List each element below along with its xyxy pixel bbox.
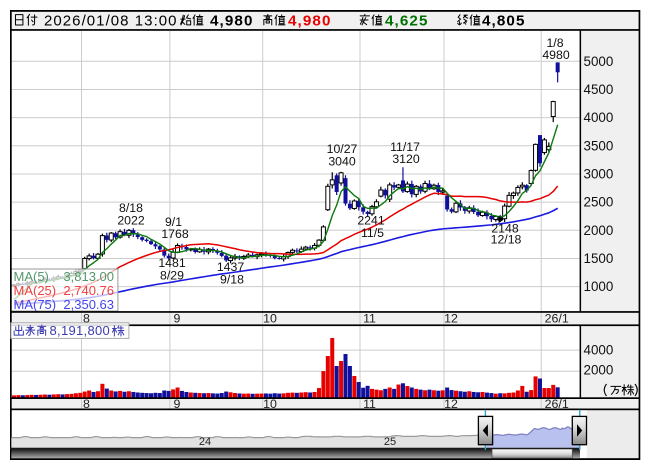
- svg-text:11/17: 11/17: [390, 140, 420, 154]
- svg-text:4,805: 4,805: [482, 12, 526, 29]
- svg-text:11/5: 11/5: [361, 226, 384, 240]
- svg-text:4,625: 4,625: [385, 12, 429, 29]
- svg-text:1481: 1481: [158, 256, 186, 270]
- svg-text:9/18: 9/18: [220, 273, 244, 287]
- svg-text:2,350.63: 2,350.63: [63, 297, 114, 312]
- svg-text:MA(75): MA(75): [14, 297, 57, 312]
- svg-text:4980: 4980: [542, 48, 570, 62]
- svg-text:4000: 4000: [584, 110, 614, 125]
- svg-text:4,980: 4,980: [288, 12, 332, 29]
- svg-text:2000: 2000: [584, 223, 614, 238]
- svg-text:8/29: 8/29: [160, 269, 184, 283]
- svg-text:1000: 1000: [584, 279, 614, 294]
- svg-text:10/27: 10/27: [327, 142, 358, 156]
- svg-text:26/1: 26/1: [545, 397, 569, 411]
- svg-text:8/18: 8/18: [119, 201, 143, 215]
- svg-text:2000: 2000: [584, 362, 614, 377]
- svg-text:1768: 1768: [161, 227, 189, 241]
- svg-text:1/8: 1/8: [546, 36, 563, 50]
- svg-text:2500: 2500: [584, 195, 614, 210]
- svg-text:4000: 4000: [584, 342, 614, 357]
- svg-text:9/1: 9/1: [165, 215, 182, 229]
- svg-text:5000: 5000: [584, 54, 614, 69]
- svg-text:12: 12: [444, 397, 458, 411]
- svg-text:12/18: 12/18: [491, 233, 522, 247]
- svg-text:MA(5): MA(5): [14, 269, 49, 284]
- svg-text:8,191,800: 8,191,800: [50, 323, 111, 338]
- svg-text:3,813.00: 3,813.00: [63, 269, 114, 284]
- svg-text:3040: 3040: [328, 155, 356, 169]
- svg-text:4500: 4500: [584, 82, 614, 97]
- svg-text:2,740.76: 2,740.76: [63, 283, 114, 298]
- svg-text:4,980: 4,980: [210, 12, 254, 29]
- svg-text:8: 8: [83, 312, 90, 326]
- svg-text:11: 11: [363, 312, 376, 326]
- svg-text:10: 10: [263, 397, 277, 411]
- svg-text:2241: 2241: [357, 214, 385, 228]
- svg-text:9: 9: [174, 397, 181, 411]
- svg-text:2148: 2148: [491, 222, 519, 236]
- svg-text:24: 24: [199, 436, 211, 448]
- svg-text:11: 11: [363, 397, 376, 411]
- svg-text:2022: 2022: [117, 214, 145, 228]
- svg-text:1500: 1500: [584, 251, 614, 266]
- svg-text:25: 25: [384, 436, 396, 448]
- svg-text:10: 10: [263, 312, 277, 326]
- svg-text:9: 9: [174, 312, 181, 326]
- svg-text:26/1: 26/1: [545, 312, 569, 326]
- svg-text:3500: 3500: [584, 138, 614, 153]
- svg-text:3000: 3000: [584, 167, 614, 182]
- svg-text:1437: 1437: [217, 260, 245, 274]
- svg-text:8: 8: [83, 397, 90, 411]
- svg-text:MA(25): MA(25): [14, 283, 57, 298]
- svg-text:12: 12: [444, 312, 458, 326]
- svg-text:2026/01/08 13:00: 2026/01/08 13:00: [44, 12, 178, 29]
- svg-text:3120: 3120: [392, 152, 420, 166]
